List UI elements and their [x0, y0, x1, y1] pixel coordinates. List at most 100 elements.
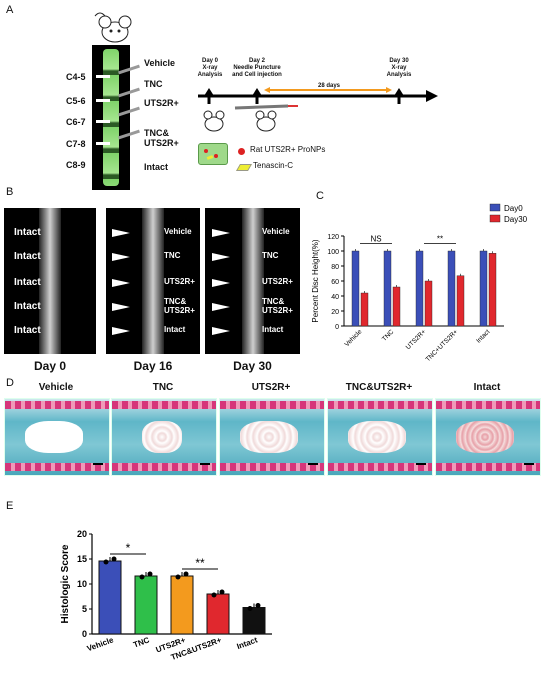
- panel-label-e: E: [6, 500, 14, 512]
- vertebra-label: C7-8: [66, 139, 86, 149]
- xray-label-treatment: TNC: [262, 251, 279, 260]
- histology-label: TNC&UTS2R+: [345, 382, 413, 393]
- data-point: [219, 589, 225, 595]
- bar: [134, 575, 158, 635]
- significance-label: *: [126, 541, 131, 555]
- endplate-top: [436, 401, 540, 409]
- histology-label: TNC: [152, 382, 174, 393]
- bar-day0: [351, 250, 360, 327]
- bar-day30: [488, 253, 497, 327]
- data-point: [139, 574, 145, 580]
- significance-label: **: [195, 556, 205, 570]
- bar-day30: [424, 280, 433, 327]
- data-point: [147, 571, 153, 577]
- y-axis-label: Percent Disc Height(%): [311, 239, 320, 322]
- scale-bar: [524, 463, 534, 465]
- histology-image: [4, 398, 110, 476]
- histology-image: [111, 398, 217, 476]
- panel-label-c: C: [316, 190, 324, 202]
- red-dot-icon: [238, 148, 245, 155]
- y-tick-label: 20: [331, 309, 339, 316]
- y-tick-label: 15: [77, 554, 87, 564]
- y-axis-label: Histologic Score: [60, 544, 71, 623]
- y-tick-label: 0: [82, 629, 87, 639]
- endplate-top: [328, 401, 432, 409]
- histology-label: Intact: [473, 382, 501, 393]
- xray-label-treatment: Vehicle: [262, 227, 290, 236]
- endplate-top: [5, 401, 109, 409]
- timeline-day0: Day 0 X-ray Analysis: [197, 58, 223, 78]
- x-tick-label: Vehicle: [86, 635, 116, 653]
- panel-label-a: A: [6, 4, 14, 16]
- x-tick-label: UTS2R+: [405, 328, 428, 351]
- significance-label: **: [437, 235, 443, 244]
- scale-bar: [308, 463, 318, 465]
- x-tick-label: TNC: [132, 635, 151, 649]
- endplate-bottom: [5, 463, 109, 471]
- data-point: [255, 603, 261, 608]
- x-tick-label: TNC: [381, 328, 396, 343]
- endplate-bottom: [220, 463, 324, 471]
- bar: [170, 575, 194, 635]
- bar-day0: [383, 250, 392, 327]
- arrow-right-icon: [112, 229, 130, 237]
- y-tick-label: 120: [327, 234, 339, 241]
- y-tick-label: 20: [77, 529, 87, 539]
- mouse-icon: [94, 12, 132, 43]
- histology-image: [327, 398, 433, 476]
- bar: [98, 560, 122, 635]
- vertebra-label: C5-6: [66, 96, 86, 106]
- y-tick-label: 10: [77, 579, 87, 589]
- data-point: [103, 559, 109, 565]
- xray-label-day0: Intact: [14, 325, 41, 336]
- mouse-syringe-icon: [203, 104, 298, 132]
- vertebra-label: C8-9: [66, 160, 86, 170]
- nucleus-pulposus: [25, 421, 83, 453]
- arrow-right-icon: [96, 99, 110, 102]
- data-point: [211, 592, 217, 598]
- y-tick-label: 0: [335, 324, 339, 331]
- xray-label-treatment: UTS2R+: [164, 277, 195, 286]
- bar-day0: [415, 250, 424, 327]
- group-label: Vehicle: [144, 58, 176, 68]
- day-label-30: Day 30: [233, 359, 272, 373]
- arrow-right-icon: [112, 279, 130, 287]
- y-tick-label: 80: [331, 264, 339, 271]
- data-point: [183, 571, 189, 577]
- xray-label-treatment: Vehicle: [164, 227, 192, 236]
- timeline: [198, 87, 438, 104]
- yellow-rhombus-icon: [235, 164, 253, 171]
- bar-day30: [360, 292, 369, 327]
- bar: [242, 607, 266, 635]
- nucleus-pulposus: [456, 421, 514, 453]
- endplate-bottom: [112, 463, 216, 471]
- timeline-day2: Day 2 Needle Puncture and Cell injection: [232, 58, 282, 78]
- arrow-right-icon: [96, 142, 110, 145]
- panel-label-b: B: [6, 186, 14, 198]
- endplate-bottom: [328, 463, 432, 471]
- bar-day0: [447, 250, 456, 327]
- group-label: Intact: [144, 162, 169, 172]
- xray-label-day0: Intact: [14, 227, 41, 238]
- legend-label: Day30: [504, 215, 528, 224]
- spine-strip: [92, 45, 130, 190]
- day-label-0: Day 0: [33, 359, 67, 373]
- arrow-right-icon: [212, 327, 230, 335]
- chart-disc-height: 0 20 40 60 80 100 120 Percent Disc Height(%) Veh…: [311, 203, 528, 363]
- arrow-right-icon: [112, 253, 130, 261]
- data-point: [175, 574, 181, 580]
- histology-image: [435, 398, 541, 476]
- arrow-right-icon: [96, 75, 110, 78]
- legend-pronps: Rat UTS2R+ ProNPs: [250, 145, 326, 154]
- group-label: TNC: [144, 79, 163, 89]
- endplate-top: [220, 401, 324, 409]
- data-point: [247, 606, 253, 611]
- histology-label: UTS2R+: [251, 382, 291, 393]
- arrow-right-icon: [212, 229, 230, 237]
- xray-label-treatment: TNC: [164, 251, 181, 260]
- legend-swatch: [489, 203, 501, 212]
- group-label: TNC& UTS2R+: [144, 128, 179, 148]
- nucleus-pulposus: [240, 421, 298, 453]
- scale-bar: [93, 463, 103, 465]
- vertebra-label: C6-7: [66, 117, 86, 127]
